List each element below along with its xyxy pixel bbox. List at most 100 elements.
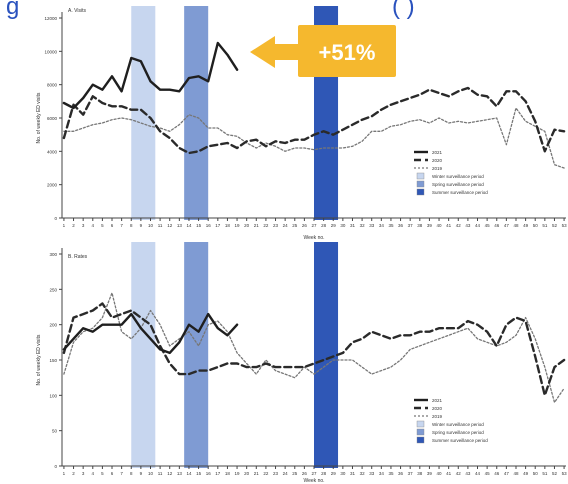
legend-swatch-band bbox=[416, 188, 425, 196]
x-tick-label: 11 bbox=[158, 223, 163, 228]
x-tick-label: 5 bbox=[101, 223, 104, 228]
x-tick-label: 43 bbox=[465, 471, 471, 476]
panel-title: A. Visits bbox=[68, 8, 86, 14]
x-tick-label: 27 bbox=[311, 223, 317, 228]
x-tick-label: 7 bbox=[120, 223, 123, 228]
series-line-2020 bbox=[62, 86, 566, 155]
x-tick-label: 45 bbox=[485, 223, 491, 228]
legend-swatch-band bbox=[416, 420, 425, 428]
increase-callout: +51% bbox=[250, 25, 396, 77]
legend-label: Spring surveillance period bbox=[432, 430, 484, 435]
x-tick-label: 23 bbox=[273, 471, 279, 476]
x-tick-label: 48 bbox=[513, 471, 519, 476]
x-tick-label: 16 bbox=[206, 223, 212, 228]
x-tick-label: 36 bbox=[398, 471, 404, 476]
x-tick-label: 1 bbox=[63, 471, 66, 476]
x-tick-label: 12 bbox=[167, 223, 173, 228]
y-tick-label: 300 bbox=[49, 252, 57, 257]
x-tick-label: 17 bbox=[215, 471, 221, 476]
x-tick-label: 41 bbox=[446, 223, 452, 228]
x-tick-label: 38 bbox=[417, 471, 423, 476]
x-tick-label: 13 bbox=[177, 471, 183, 476]
y-tick-label: 10000 bbox=[44, 49, 57, 54]
slide-header-fragment: g bbox=[6, 0, 19, 20]
x-tick-label: 17 bbox=[215, 223, 221, 228]
legend-a: 2021 2020 2019 Winter surveillance period Sp… bbox=[414, 150, 488, 196]
y-tick-label: 0 bbox=[54, 464, 57, 469]
x-tick-label: 37 bbox=[408, 471, 414, 476]
x-tick-label: 21 bbox=[254, 471, 260, 476]
legend-b: 2021 2020 2019 Winter surveillance period Sp… bbox=[414, 398, 488, 444]
x-tick-label: 3 bbox=[82, 471, 85, 476]
y-tick-label: 6000 bbox=[47, 116, 58, 121]
x-tick-label: 49 bbox=[523, 223, 529, 228]
x-tick-label: 53 bbox=[562, 471, 568, 476]
x-tick-label: 25 bbox=[292, 223, 298, 228]
x-tick-label: 22 bbox=[263, 223, 269, 228]
x-tick-label: 10 bbox=[148, 223, 154, 228]
x-tick-label: 15 bbox=[196, 471, 202, 476]
x-tick-label: 40 bbox=[437, 223, 443, 228]
x-tick-label: 53 bbox=[562, 223, 568, 228]
x-tick-label: 2 bbox=[72, 471, 75, 476]
x-tick-label: 32 bbox=[360, 471, 366, 476]
x-tick-label: 13 bbox=[177, 223, 183, 228]
x-tick-label: 45 bbox=[485, 471, 491, 476]
x-tick-label: 21 bbox=[254, 223, 260, 228]
x-tick-label: 46 bbox=[494, 223, 500, 228]
x-tick-label: 31 bbox=[350, 471, 356, 476]
x-tick-label: 2 bbox=[72, 223, 75, 228]
x-tick-label: 24 bbox=[283, 223, 289, 228]
x-tick-label: 18 bbox=[225, 471, 231, 476]
legend-label: Summer surveillance period bbox=[432, 190, 488, 195]
x-tick-label: 1 bbox=[63, 223, 66, 228]
x-tick-label: 51 bbox=[542, 471, 548, 476]
legend-label: 2021 bbox=[432, 150, 443, 155]
x-tick-label: 34 bbox=[379, 223, 385, 228]
series-lines-a bbox=[62, 41, 566, 169]
x-tick-label: 50 bbox=[533, 223, 539, 228]
x-tick-label: 32 bbox=[360, 223, 366, 228]
legend-label: 2021 bbox=[432, 398, 443, 403]
legend-label: Winter surveillance period bbox=[432, 422, 484, 427]
x-tick-label: 4 bbox=[92, 471, 95, 476]
surveillance-bands-b bbox=[131, 242, 339, 468]
x-tick-label: 42 bbox=[456, 223, 462, 228]
series-line-2019 bbox=[63, 292, 565, 404]
y-tick-label: 100 bbox=[49, 393, 57, 398]
x-tick-label: 40 bbox=[437, 471, 443, 476]
legend-swatch-band bbox=[416, 180, 425, 188]
y-tick-label: 50 bbox=[52, 429, 58, 434]
legend-label: Spring surveillance period bbox=[432, 182, 484, 187]
x-tick-label: 16 bbox=[206, 471, 212, 476]
x-tick-label: 19 bbox=[235, 223, 241, 228]
y-tick-label: 8000 bbox=[47, 83, 58, 88]
x-tick-label: 8 bbox=[130, 471, 133, 476]
x-tick-label: 46 bbox=[494, 471, 500, 476]
x-tick-label: 23 bbox=[273, 223, 279, 228]
x-tick-label: 29 bbox=[331, 223, 337, 228]
x-tick-label: 20 bbox=[244, 471, 250, 476]
x-tick-label: 42 bbox=[456, 471, 462, 476]
x-tick-label: 29 bbox=[331, 471, 337, 476]
x-tick-label: 4 bbox=[92, 223, 95, 228]
series-line-2021 bbox=[62, 41, 239, 110]
y-axis-label: No. of weekly ED visits bbox=[36, 334, 42, 385]
x-tick-label: 36 bbox=[398, 223, 404, 228]
callout-badge bbox=[298, 25, 396, 77]
legend-swatch-band bbox=[416, 172, 425, 180]
x-axis-label: Week no. bbox=[303, 235, 324, 241]
callout-text: +51% bbox=[319, 40, 376, 65]
slide-header: g ( ) bbox=[6, 0, 415, 20]
callout-arrow-icon bbox=[250, 36, 300, 68]
y-tick-label: 250 bbox=[49, 287, 57, 292]
x-tick-label: 19 bbox=[235, 471, 241, 476]
x-tick-label: 14 bbox=[186, 223, 192, 228]
x-tick-label: 18 bbox=[225, 223, 231, 228]
surveillance-bands-a bbox=[131, 6, 339, 220]
x-tick-label: 9 bbox=[140, 471, 143, 476]
x-tick-label: 52 bbox=[552, 471, 558, 476]
x-tick-label: 25 bbox=[292, 471, 298, 476]
